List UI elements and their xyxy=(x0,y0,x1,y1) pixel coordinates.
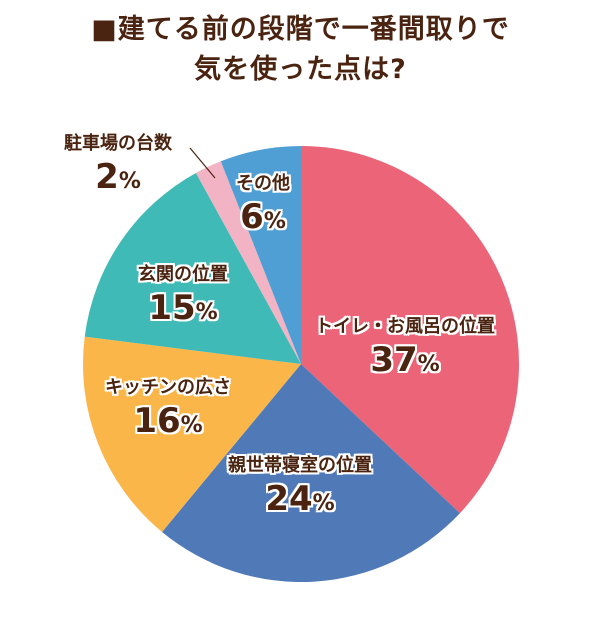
pie-slice xyxy=(220,146,301,364)
pie-slice xyxy=(301,146,519,514)
pie-slice xyxy=(162,364,460,582)
pie-slice xyxy=(195,161,301,364)
label-parent-bedroom: 親世帯寝室の位置 24% xyxy=(228,455,372,519)
pie-slice xyxy=(83,336,301,532)
label-other: その他 6% xyxy=(236,173,290,237)
label-kitchen: キッチンの広さ 16% xyxy=(105,377,231,441)
label-parking: 駐車場の台数 2% xyxy=(64,133,172,197)
label-entrance: 玄関の位置 15% xyxy=(138,264,228,328)
leader-line xyxy=(189,147,216,179)
pie-slice xyxy=(84,172,301,364)
chart-title-line1: ■建てる前の段階で一番間取りで xyxy=(91,14,510,45)
chart-title-line2: 気を使った点は? xyxy=(194,54,407,85)
label-toilet-bath: トイレ・お風呂の位置 37% xyxy=(315,316,495,380)
